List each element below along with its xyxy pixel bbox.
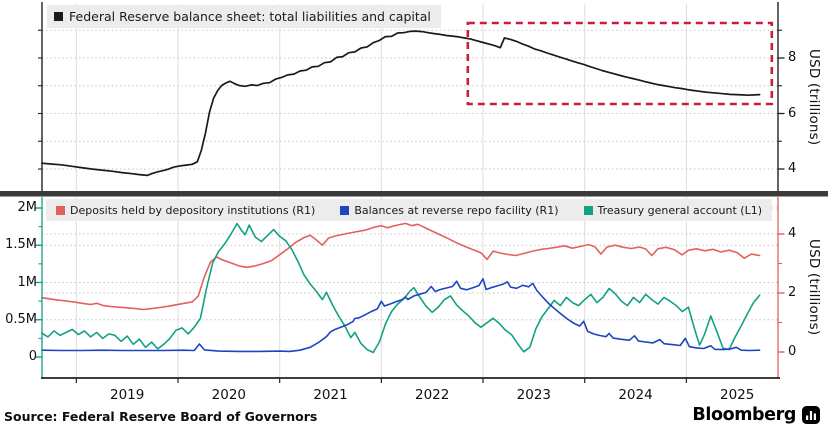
panel-divider [0,191,828,197]
tick-label-bottom-right-0: 0 [788,344,797,359]
legend-label-reverse-repo: Balances at reverse repo facility (R1) [354,203,559,217]
tick-label-bottom-left-2: 2M [17,200,38,215]
year-label-2022: 2022 [414,387,450,403]
tick-label-bottom-left-1: 1M [17,274,38,290]
series-deposits [40,222,761,311]
bloomberg-chart-icon [802,406,820,424]
year-label-2023: 2023 [516,387,552,403]
axis-title-usd-trillions-top: USD (trillions) [806,49,822,146]
tick-label-bottom-left-0: 0 [28,349,37,364]
legend-item-reverse-repo: Balances at reverse repo facility (R1) [340,204,558,217]
legend-label-treasury-general-account: Treasury general account (L1) [597,203,762,217]
legend-swatch-treasury-general-account [583,205,593,215]
legend-swatch-fed-balance-sheet [54,12,63,21]
legend-item-treasury-general-account: Treasury general account (L1) [583,203,762,217]
bloomberg-wordmark: Bloomberg [692,405,796,425]
source-credit: Source: Federal Reserve Board of Governo… [4,409,318,424]
legend-label-deposits: Deposits held by depository institutions… [70,203,316,217]
legend-swatch-reverse-repo [340,205,350,215]
tick-label-bottom-right-2: 2 [788,285,797,300]
year-label-2021: 2021 [313,387,348,403]
legend-swatch-deposits [56,205,65,215]
series-treasury-general-account [40,222,761,354]
legend-top: Federal Reserve balance sheet: total lia… [47,5,441,28]
tick-label-bottom-left-0.5: 0.5M [5,311,37,327]
year-label-2025: 2025 [719,387,755,403]
tick-label-top-right-8: 8 [788,50,797,65]
year-label-2019: 2019 [109,387,145,403]
year-label-2024: 2024 [618,387,653,403]
year-label-2020: 2020 [211,387,247,403]
series-reverse-repo [40,277,761,353]
axis-title-usd-trillions-bottom: USD (trillions) [806,239,822,336]
legend-bottom: Deposits held by depository institutions… [46,199,772,221]
tick-label-top-right-4: 4 [788,161,797,176]
tick-label-bottom-right-4: 4 [788,226,797,241]
tick-label-top-right-6: 6 [788,105,797,121]
legend-label-fed-balance-sheet: Federal Reserve balance sheet: total lia… [69,9,431,24]
bloomberg-logo: Bloomberg [692,405,820,425]
highlight-box [466,21,774,106]
legend-item-deposits: Deposits held by depository institutions… [56,204,315,217]
tick-label-bottom-left-1.5: 1.5M [5,237,37,253]
series-fed-balance-sheet [40,30,761,177]
